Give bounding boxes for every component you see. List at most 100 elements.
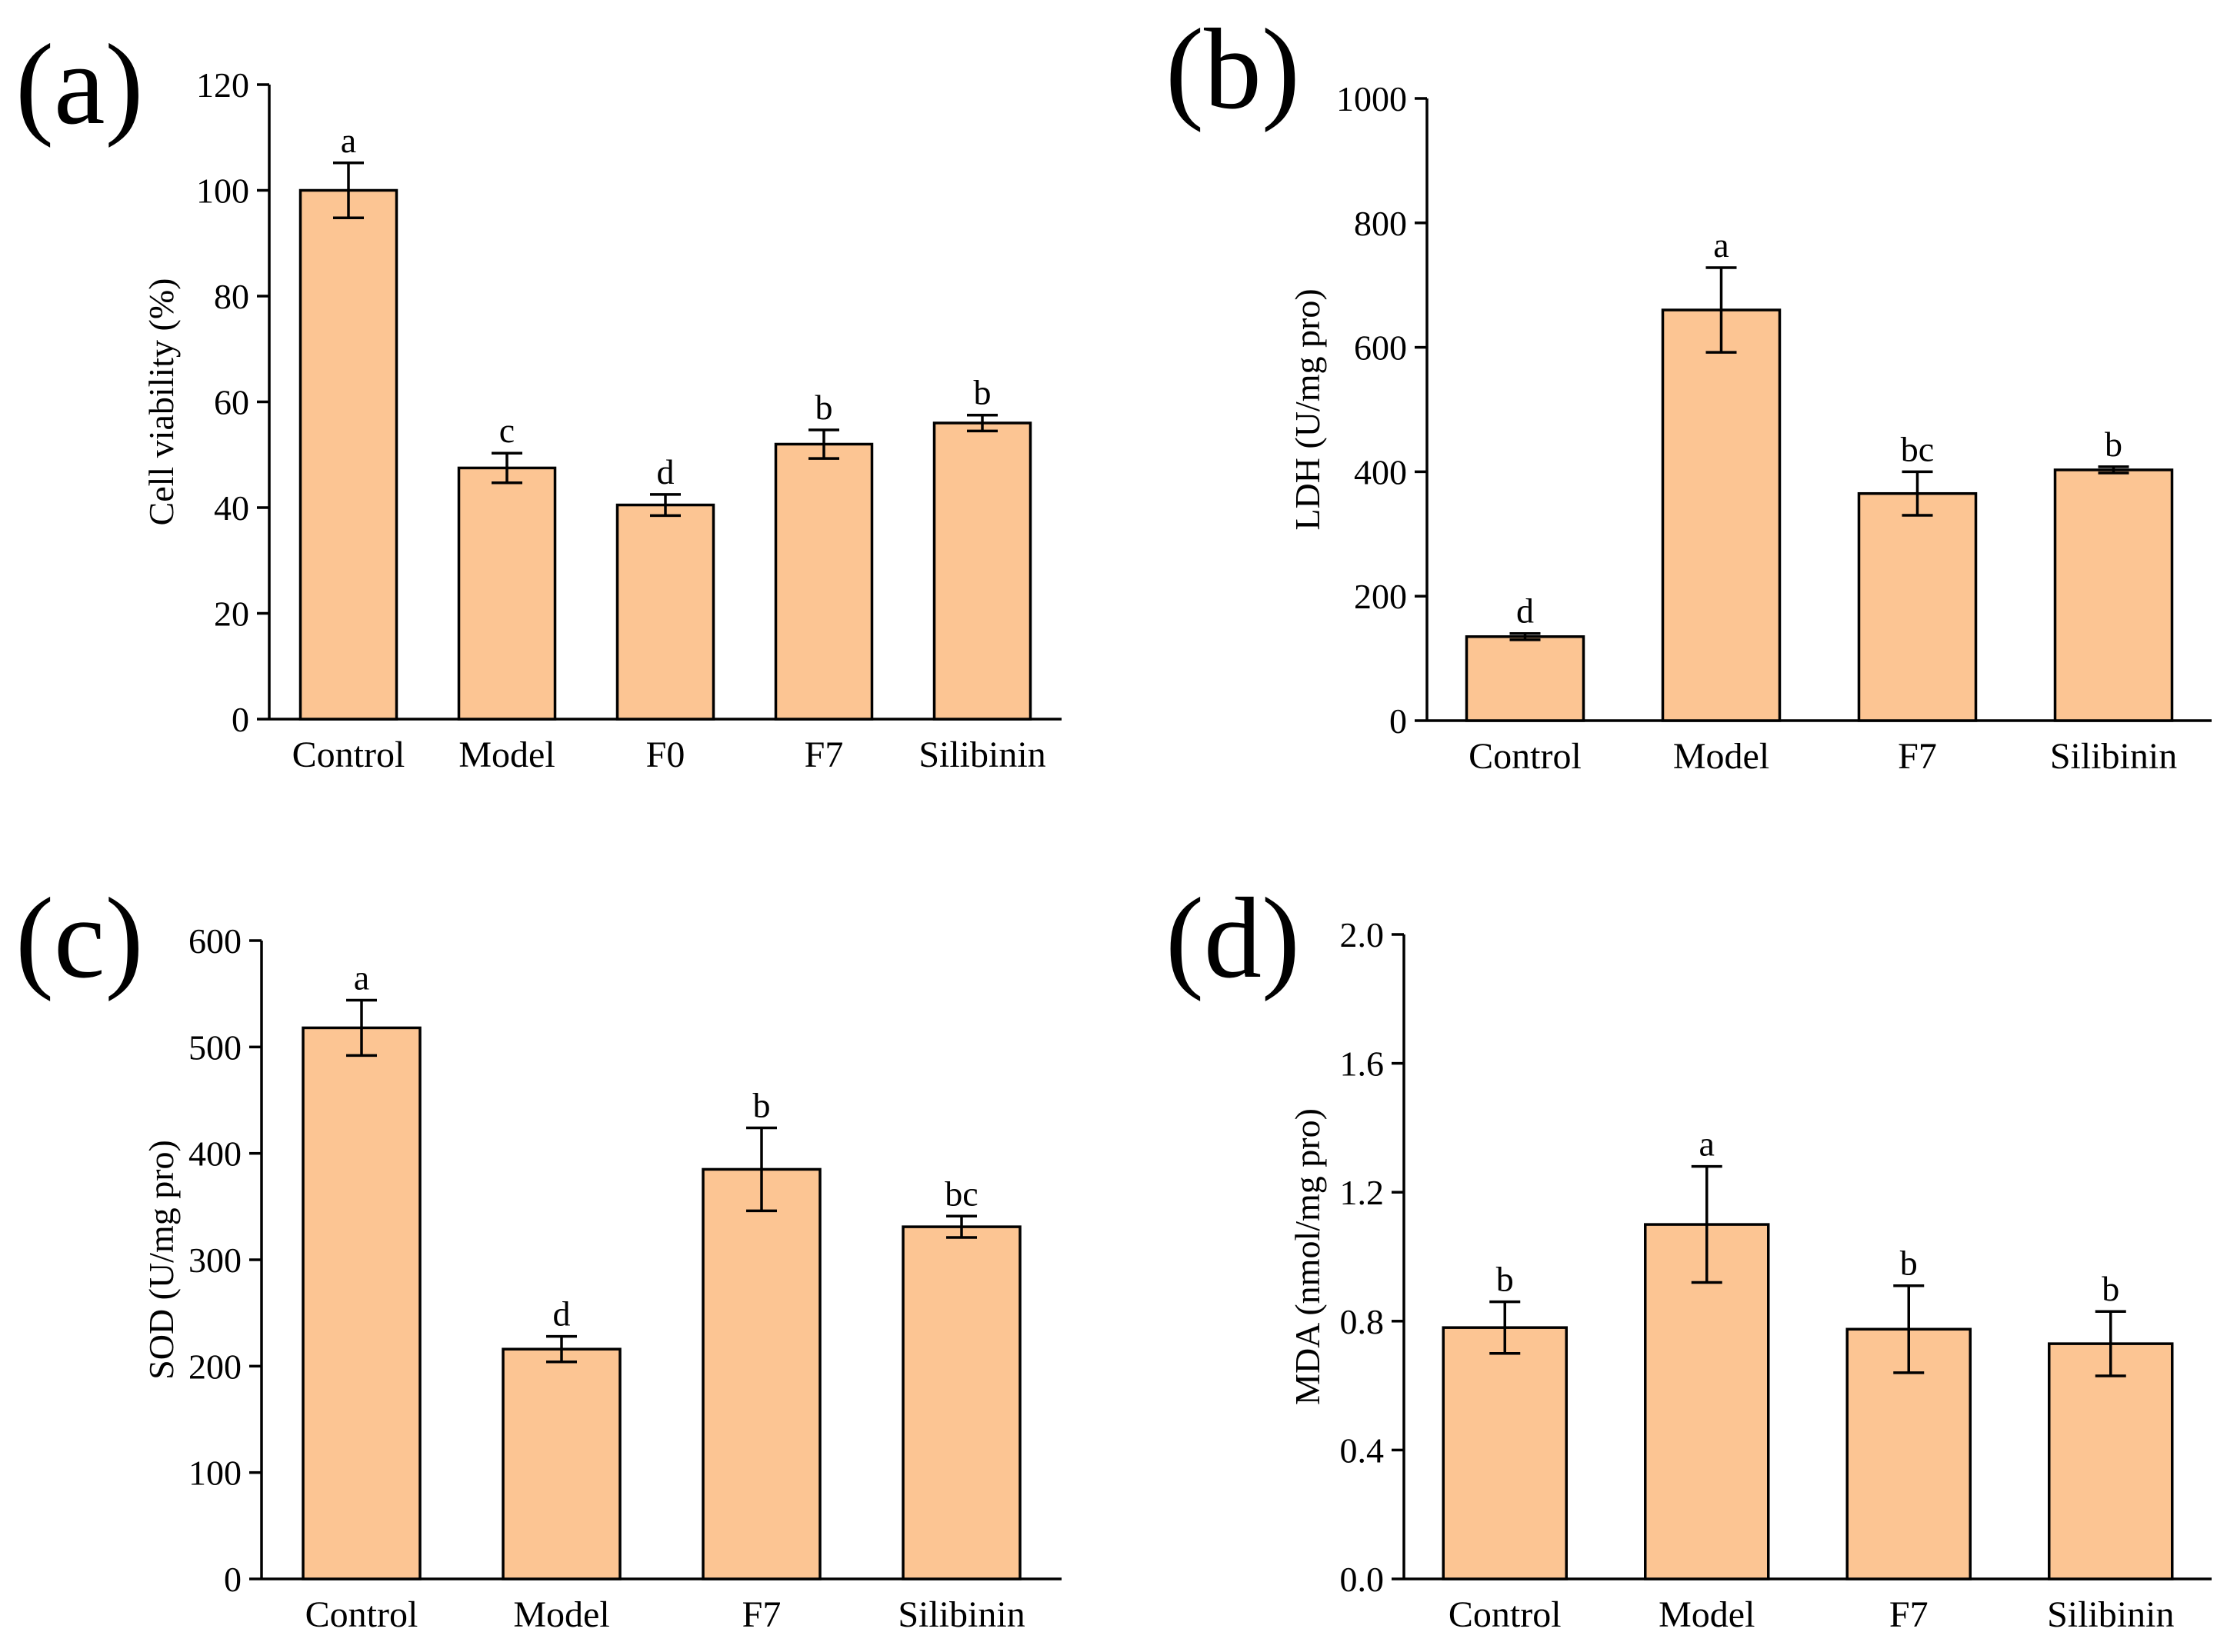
error-bar [1509, 631, 1541, 641]
bar-silibinin [2053, 468, 2174, 722]
error-bar [1893, 1284, 1925, 1374]
y-axis-title: SOD (U/mg pro) [142, 1140, 181, 1380]
error-bar [946, 1214, 977, 1239]
y-tick-label: 40 [214, 488, 249, 528]
bar-model [502, 1347, 622, 1580]
error-bar [746, 1126, 777, 1213]
bar-f7 [774, 442, 874, 721]
panel-a: (a) 0 20 40 60 80 100 120 Cell viability (%) a Con… [15, 21, 1062, 775]
bar-silibinin [902, 1225, 1022, 1580]
bar-control [302, 1026, 422, 1580]
category-label: Control [305, 1594, 418, 1635]
category-label: Silibinin [2050, 736, 2177, 777]
significance-label: a [1699, 1124, 1715, 1164]
significance-label: b [753, 1085, 771, 1124]
y-tick-label: 0 [232, 700, 249, 739]
bar-f7 [1857, 491, 1978, 722]
y-tick-label: 500 [188, 1028, 242, 1067]
error-bar [1705, 266, 1737, 354]
significance-label: a [1713, 225, 1729, 265]
bar-model [457, 466, 557, 721]
category-label: F7 [1889, 1594, 1929, 1635]
y-tick-label: 400 [1354, 452, 1407, 491]
bar-control [1465, 635, 1585, 722]
y-tick-label: 200 [188, 1347, 242, 1386]
category-label: Control [292, 734, 405, 775]
error-bar [1691, 1164, 1722, 1284]
significance-label: d [1516, 591, 1534, 631]
y-tick-label: 300 [188, 1241, 242, 1280]
category-label: Silibinin [918, 734, 1045, 775]
error-bar [1902, 470, 1933, 517]
bar-control [1442, 1326, 1568, 1580]
y-tick-label: 20 [214, 595, 249, 634]
significance-label: b [2102, 1269, 2119, 1308]
panel-label: (a) [15, 21, 143, 148]
category-label: F7 [805, 734, 844, 775]
category-label: Silibinin [898, 1594, 1025, 1635]
category-label: F7 [1898, 736, 1937, 777]
y-tick-label: 600 [188, 921, 242, 961]
category-label: Model [1673, 736, 1769, 777]
significance-label: c [499, 411, 515, 450]
y-tick-label: 1.2 [1340, 1173, 1385, 1212]
y-tick-label: 600 [1354, 328, 1407, 368]
bar-f0 [615, 503, 715, 721]
significance-label: b [974, 373, 992, 412]
category-label: Model [458, 734, 555, 775]
category-label: Control [1449, 1594, 1562, 1635]
category-label: Control [1469, 736, 1582, 777]
error-bar [1489, 1300, 1521, 1355]
y-tick-label: 0.8 [1340, 1302, 1385, 1341]
bar-silibinin [932, 421, 1032, 721]
significance-label: b [1900, 1244, 1918, 1283]
panel-label: (c) [15, 874, 143, 1002]
y-tick-label: 0.4 [1340, 1431, 1385, 1470]
error-bar [967, 413, 998, 433]
significance-label: bc [1901, 429, 1934, 468]
panel-c: (c) 0 100 200 300 400 500 600 SOD (U/mg pro) a Con… [15, 874, 1062, 1635]
y-tick-label: 60 [214, 383, 249, 422]
y-axis-title: Cell viability (%) [142, 278, 181, 526]
panel-d: (d) 0.0 0.4 0.8 1.2 1.6 2.0 MDA (nmol/mg pro) b C… [1165, 874, 2212, 1635]
y-tick-label: 100 [196, 172, 249, 211]
significance-label: b [815, 388, 833, 427]
category-label: Model [1659, 1594, 1755, 1635]
significance-label: d [553, 1294, 571, 1334]
y-tick-label: 2.0 [1340, 915, 1385, 954]
significance-label: b [1496, 1260, 1514, 1299]
category-label: F7 [742, 1594, 782, 1635]
significance-label: a [341, 121, 356, 160]
y-axis-title: MDA (nmol/mg pro) [1288, 1108, 1327, 1405]
bar-model [1661, 308, 1782, 722]
category-label: Silibinin [2047, 1594, 2174, 1635]
y-tick-label: 1.6 [1340, 1044, 1385, 1084]
panel-b: (b) 0 200 400 600 800 1000 LDH (U/mg pro) d Contr… [1165, 5, 2212, 777]
panel-label: (d) [1165, 874, 1300, 1002]
y-axis-title: LDH (U/mg pro) [1288, 288, 1327, 530]
y-tick-label: 80 [214, 277, 249, 316]
y-tick-label: 200 [1354, 577, 1407, 616]
y-tick-label: 120 [196, 65, 249, 105]
y-tick-label: 0 [1389, 701, 1407, 741]
y-tick-label: 400 [188, 1134, 242, 1174]
error-bar [546, 1334, 577, 1364]
y-tick-label: 1000 [1336, 79, 1407, 118]
bar-f7 [702, 1167, 822, 1580]
y-tick-label: 0 [224, 1560, 242, 1599]
category-label: Model [513, 1594, 609, 1635]
category-label: F0 [646, 734, 685, 775]
panel-label: (b) [1165, 5, 1300, 133]
significance-label: d [657, 452, 675, 491]
bar-control [298, 188, 398, 721]
error-bar [2095, 1310, 2126, 1377]
error-bar [650, 493, 681, 518]
error-bar [333, 162, 364, 219]
significance-label: b [2105, 425, 2122, 464]
y-tick-label: 800 [1354, 204, 1407, 243]
significance-label: bc [945, 1174, 978, 1213]
y-tick-label: 100 [188, 1454, 242, 1493]
significance-label: a [354, 958, 369, 997]
error-bar [492, 451, 522, 485]
